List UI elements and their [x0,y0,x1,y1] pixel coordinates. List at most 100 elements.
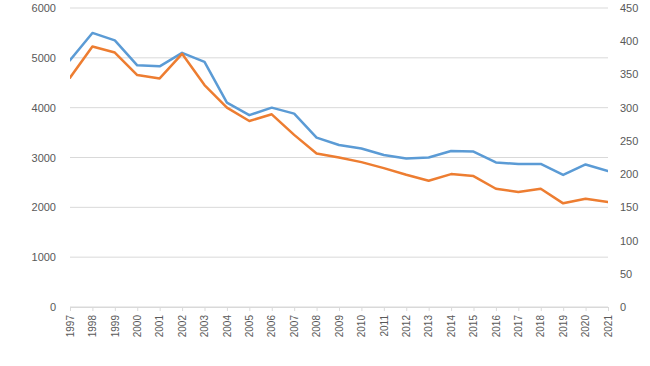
tick-label: 2005 [244,315,255,338]
tick-mark [608,307,609,311]
tick-label: 0 [620,301,626,313]
tick: 250 [608,135,638,147]
tick-label: 150 [620,201,638,213]
tick-mark [249,307,250,311]
tick: 2003 [199,307,210,337]
tick: 1997 [65,307,76,337]
tick-label: 100 [620,235,638,247]
tick-label: 50 [620,268,632,280]
tick-label: 250 [620,135,638,147]
tick: 5000 [32,52,70,64]
tick-mark [406,307,407,311]
tick: 2008 [311,307,322,337]
x-axis: 1997 1998 1999 2000 2001 2002 2003 2004 2005 2006… [65,307,614,337]
tick: 2017 [513,307,524,337]
tick-label: 6000 [32,2,56,14]
tick-label: 2003 [199,315,210,338]
tick: 50 [608,268,632,280]
tick-mark [272,307,273,311]
tick: 2005 [244,307,255,337]
tick-label: 2001 [154,315,165,338]
tick-label: 2002 [177,315,188,338]
tick-mark [361,307,362,311]
tick: 2010 [356,307,367,337]
tick-label: 2013 [423,315,434,338]
tick-label: 300 [620,102,638,114]
tick-mark [92,307,93,311]
tick: 2001 [154,307,165,337]
y-axis: 0 1000 2000 3000 4000 5000 6000 [32,2,71,313]
tick-label: 450 [620,2,638,14]
tick-label: 2004 [222,315,233,338]
tick: 2000 [32,201,70,213]
tick-label: 2000 [32,201,56,213]
tick-label: 2000 [132,315,143,338]
grid-line [70,207,608,208]
tick-mark [563,307,564,311]
tick: 400 [608,35,638,47]
tick-mark [384,307,385,311]
tick: 2019 [558,307,569,337]
tick: 450 [608,2,638,14]
grid-line [70,57,608,58]
tick: 1999 [110,307,121,337]
tick-label: 5000 [32,52,56,64]
tick-mark [160,307,161,311]
tick: 150 [608,201,638,213]
tick: 2020 [580,307,591,337]
tick-mark [429,307,430,311]
tick: 2006 [266,307,277,337]
tick: 100 [608,235,638,247]
tick-label: 2011 [379,315,390,337]
tick: 3000 [32,152,70,164]
tick-mark [70,307,71,311]
tick-mark [182,307,183,311]
tick-label: 1999 [110,315,121,338]
tick-label: 1000 [32,251,56,263]
tick-label: 2014 [446,315,457,338]
tick-mark [586,307,587,311]
tick: 2007 [289,307,300,337]
tick-label: 2019 [558,315,569,338]
tick-mark [451,307,452,311]
tick-mark [294,307,295,311]
tick: 2002 [177,307,188,337]
tick: 6000 [32,2,70,14]
tick-label: 3000 [32,152,56,164]
tick-label: 2017 [513,315,524,338]
tick: 1998 [87,307,98,337]
tick-mark [317,307,318,311]
tick-mark [339,307,340,311]
tick: 2000 [132,307,143,337]
tick: 0 [50,301,70,313]
tick-label: 2021 [603,315,614,338]
tick: 2021 [603,307,614,337]
y2-axis: 050100150200250300350400450 [608,2,638,313]
grid-line [70,257,608,258]
tick: 2011 [379,307,390,337]
tick-mark [227,307,228,311]
tick-mark [518,307,519,311]
tick-label: 1998 [87,315,98,338]
tick-label: 2010 [356,315,367,338]
series-line [70,33,608,175]
series-line [70,47,608,204]
tick: 1000 [32,251,70,263]
tick-label: 2006 [266,315,277,338]
tick: 300 [608,102,638,114]
lines [70,33,608,203]
tick-mark [496,307,497,311]
tick-mark [137,307,138,311]
grid-line [70,107,608,108]
tick-label: 2020 [580,315,591,338]
tick-label: 4000 [32,102,56,114]
tick-label: 2012 [401,315,412,338]
tick-label: 400 [620,35,638,47]
tick: 2009 [334,307,345,337]
tick: 4000 [32,102,70,114]
axis-line [70,9,71,308]
tick: 2016 [491,307,502,337]
tick: 2015 [468,307,479,337]
tick-mark [115,307,116,311]
tick-label: 2016 [491,315,502,338]
